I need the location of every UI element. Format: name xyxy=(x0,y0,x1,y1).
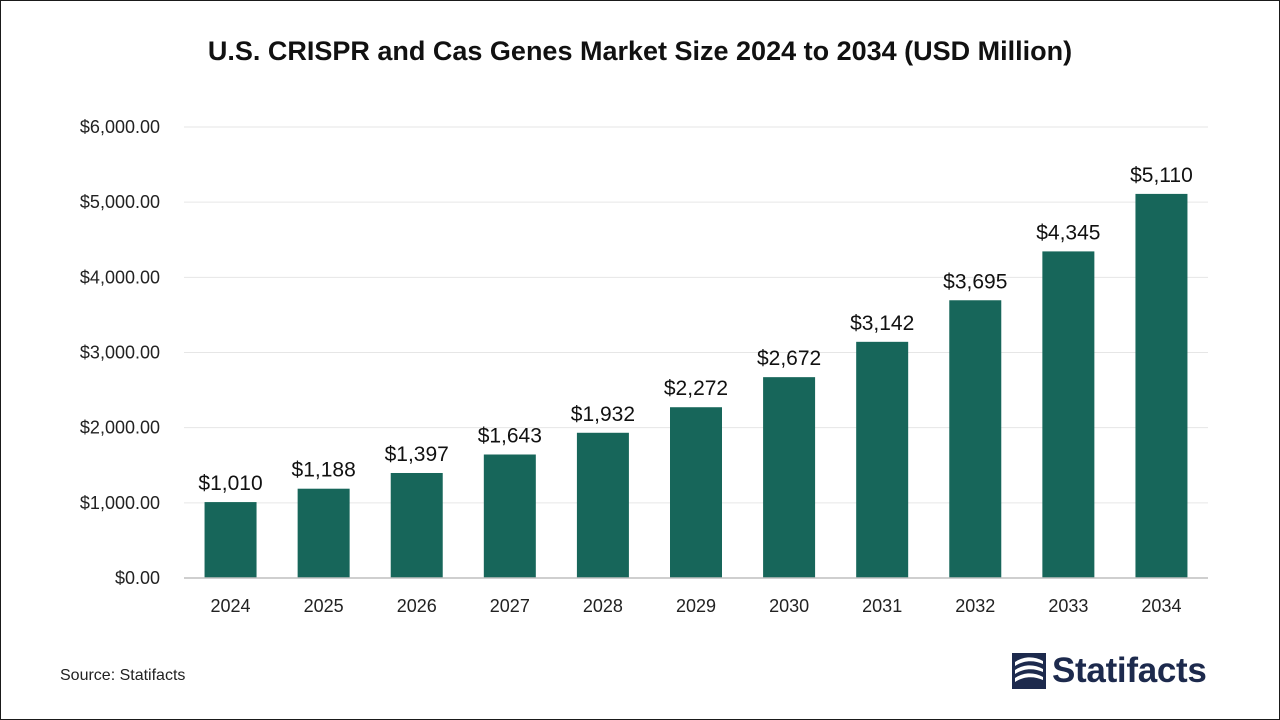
x-tick-label: 2034 xyxy=(1141,596,1181,616)
x-tick-label: 2024 xyxy=(211,596,251,616)
x-tick-label: 2025 xyxy=(304,596,344,616)
data-label: $3,695 xyxy=(943,270,1007,293)
statifacts-logo-icon xyxy=(1012,653,1046,689)
x-tick-label: 2026 xyxy=(397,596,437,616)
bar xyxy=(856,341,909,578)
data-label: $1,643 xyxy=(478,425,542,448)
data-label: $1,932 xyxy=(571,403,635,426)
data-label: $3,142 xyxy=(850,312,914,335)
bar xyxy=(763,377,816,578)
y-tick-label: $1,000.00 xyxy=(80,493,160,513)
y-tick-label: $5,000.00 xyxy=(80,192,160,212)
bar xyxy=(1042,251,1095,579)
bar xyxy=(949,300,1002,578)
bar xyxy=(576,432,629,578)
x-tick-label: 2027 xyxy=(490,596,530,616)
data-label: $2,272 xyxy=(664,377,728,400)
bar xyxy=(483,454,536,578)
data-label: $1,010 xyxy=(198,472,262,495)
bar xyxy=(204,502,257,578)
brand-name: Statifacts xyxy=(1052,651,1207,690)
data-label: $5,110 xyxy=(1130,164,1193,187)
x-tick-label: 2030 xyxy=(769,596,809,616)
x-tick-label: 2033 xyxy=(1048,596,1088,616)
data-label: $1,188 xyxy=(292,459,356,482)
x-tick-label: 2028 xyxy=(583,596,623,616)
y-tick-label: $4,000.00 xyxy=(80,267,160,287)
bar xyxy=(390,472,443,578)
chart-title: U.S. CRISPR and Cas Genes Market Size 20… xyxy=(207,36,1073,66)
y-tick-label: $3,000.00 xyxy=(80,343,160,363)
y-tick-label: $2,000.00 xyxy=(80,418,160,438)
y-tick-label: $6,000.00 xyxy=(80,117,160,137)
brand-logo: Statifacts xyxy=(1012,650,1207,692)
data-label: $1,397 xyxy=(385,443,449,466)
bar xyxy=(670,407,722,578)
x-tick-label: 2029 xyxy=(676,596,716,616)
y-tick-label: $0.00 xyxy=(115,568,160,588)
x-tick-label: 2031 xyxy=(862,596,902,616)
source-note: Source: Statifacts xyxy=(60,667,186,684)
bar xyxy=(297,488,350,578)
x-tick-label: 2032 xyxy=(955,596,995,616)
data-label: $2,672 xyxy=(757,347,821,370)
bar xyxy=(1135,193,1188,579)
data-label: $4,345 xyxy=(1036,221,1100,244)
